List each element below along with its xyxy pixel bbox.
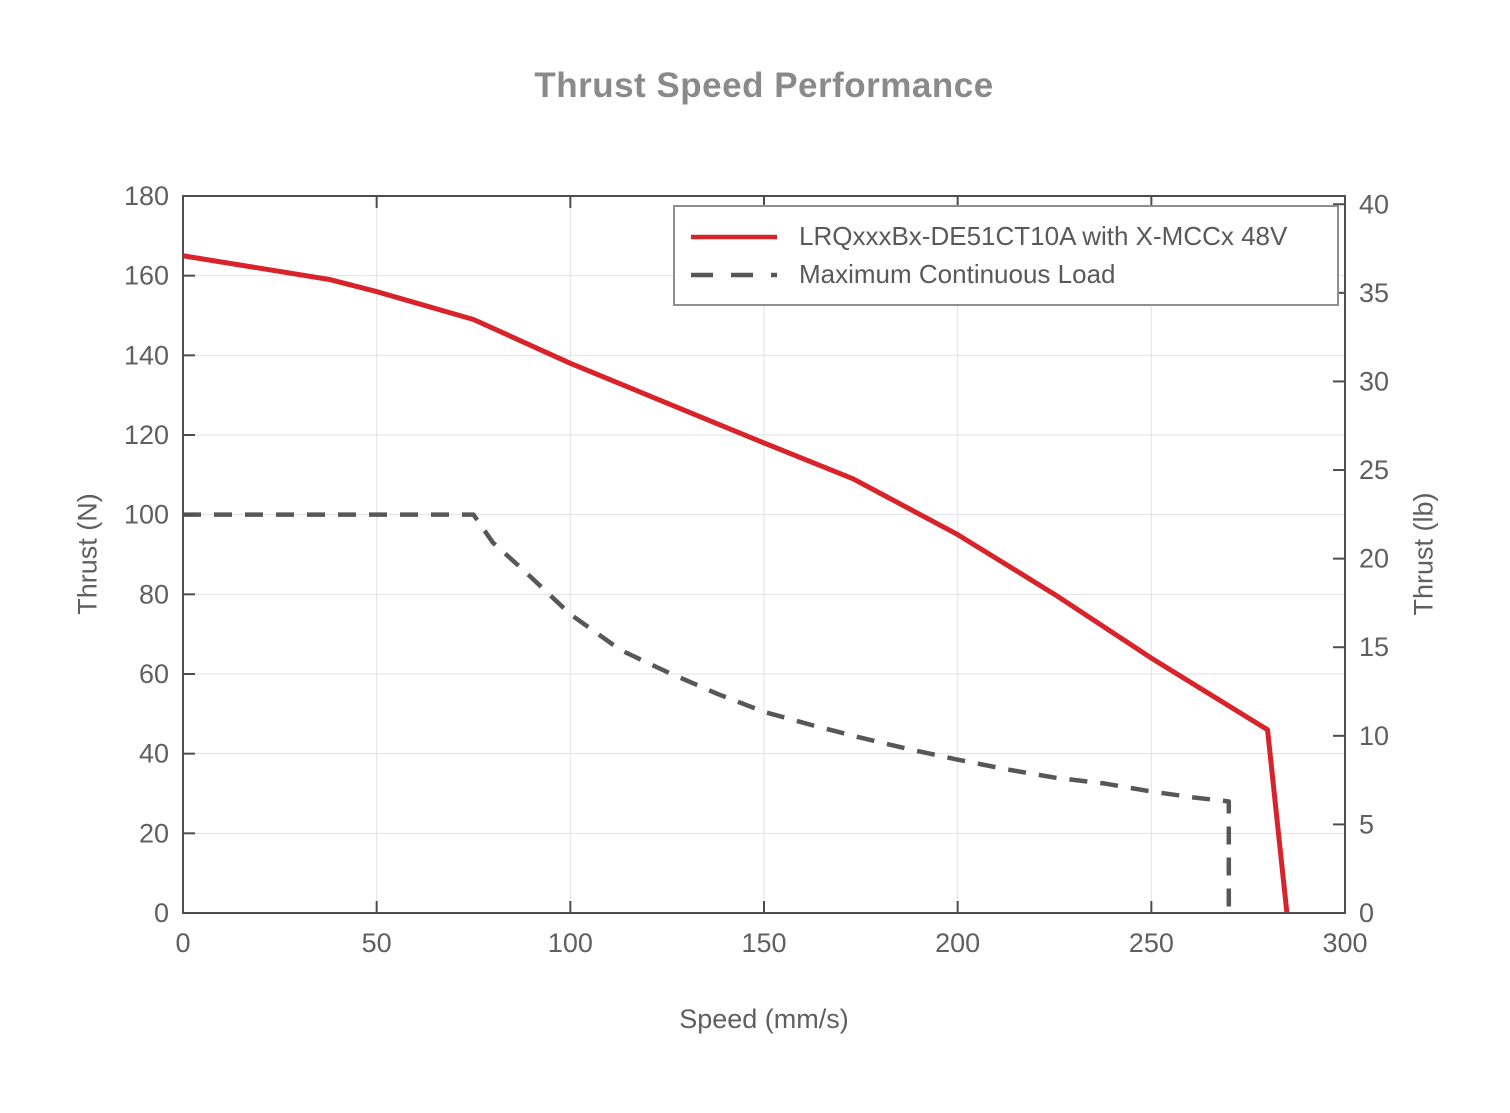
svg-text:20: 20: [1359, 544, 1389, 574]
legend-label-drive-curve: LRQxxxBx-DE51CT10A with X-MCCx 48V: [799, 221, 1288, 251]
svg-text:0: 0: [175, 928, 190, 958]
svg-text:180: 180: [124, 181, 169, 211]
solid-red-line-key: [691, 234, 777, 239]
svg-text:50: 50: [362, 928, 392, 958]
svg-text:100: 100: [548, 928, 593, 958]
svg-text:5: 5: [1359, 809, 1374, 839]
svg-text:0: 0: [1359, 898, 1374, 928]
chart-title: Thrust Speed Performance: [534, 66, 994, 105]
series-line-max-continuous-load: [183, 512, 1232, 913]
legend-item-drive-curve: LRQxxxBx-DE51CT10A with X-MCCx 48V: [675, 218, 1337, 256]
legend-item-max-continuous-load: Maximum Continuous Load: [675, 256, 1337, 294]
svg-text:40: 40: [1359, 189, 1389, 219]
svg-text:10: 10: [1359, 721, 1389, 751]
dashed-gray-line-key: [691, 272, 777, 277]
right-axis-tick-labels: 0 5 10 15 20 25 30 35 40: [1359, 189, 1389, 928]
axis-ticks: [182, 195, 1346, 914]
svg-text:40: 40: [139, 739, 169, 769]
legend-box: LRQxxxBx-DE51CT10A with X-MCCx 48V Maxim…: [673, 205, 1339, 306]
svg-text:300: 300: [1322, 928, 1367, 958]
svg-text:15: 15: [1359, 632, 1389, 662]
svg-text:25: 25: [1359, 455, 1389, 485]
left-axis-tick-labels: 0 20 40 60 80 100 120 140 160 180: [124, 181, 169, 928]
x-axis-tick-labels: 0 50 100 150 200 250 300: [175, 928, 1367, 958]
svg-text:100: 100: [124, 500, 169, 530]
svg-text:160: 160: [124, 261, 169, 291]
svg-text:0: 0: [154, 898, 169, 928]
svg-text:80: 80: [139, 579, 169, 609]
svg-text:150: 150: [741, 928, 786, 958]
svg-text:120: 120: [124, 420, 169, 450]
gridlines: [183, 196, 1345, 913]
svg-text:30: 30: [1359, 366, 1389, 396]
legend-label-max-continuous-load: Maximum Continuous Load: [799, 259, 1116, 289]
x-axis-title: Speed (mm/s): [679, 1004, 849, 1034]
svg-text:200: 200: [935, 928, 980, 958]
svg-text:20: 20: [139, 818, 169, 848]
series-line-drive-curve: [182, 253, 1290, 914]
svg-text:35: 35: [1359, 278, 1389, 308]
svg-text:60: 60: [139, 659, 169, 689]
svg-text:140: 140: [124, 340, 169, 370]
svg-text:250: 250: [1129, 928, 1174, 958]
